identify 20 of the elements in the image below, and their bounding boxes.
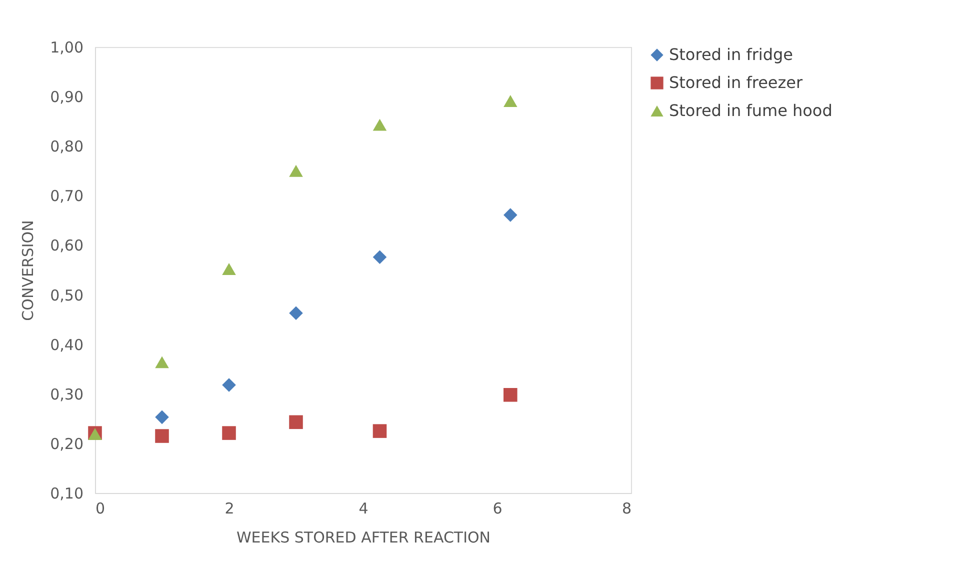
x-tick-label: 2: [224, 500, 234, 518]
x-axis-title: WEEKS STORED AFTER REACTION: [236, 528, 491, 546]
x-tick-label: 8: [622, 500, 632, 518]
y-tick-label: 1,00: [50, 38, 84, 56]
y-tick-label: 0,30: [50, 385, 84, 404]
y-tick-label: 0,70: [50, 187, 84, 206]
y-tick-label: 0,50: [50, 286, 84, 304]
y-tick-label: 0,90: [50, 88, 84, 106]
y-axis-title: CONVERSION: [19, 220, 38, 321]
legend-label: Stored in freezer: [669, 73, 803, 92]
x-tick-label: 6: [492, 500, 502, 518]
y-tick-label: 0,10: [50, 484, 84, 502]
legend-label: Stored in fume hood: [669, 101, 832, 120]
legend-label: Stored in fridge: [669, 45, 794, 64]
y-tick-label: 0,80: [50, 138, 84, 156]
x-tick-label: 4: [358, 500, 368, 518]
y-tick-label: 0,40: [50, 336, 84, 354]
y-tick-label: 0,60: [50, 236, 84, 255]
y-tick-label: 0,20: [50, 434, 84, 453]
x-tick-label: 0: [96, 500, 106, 518]
